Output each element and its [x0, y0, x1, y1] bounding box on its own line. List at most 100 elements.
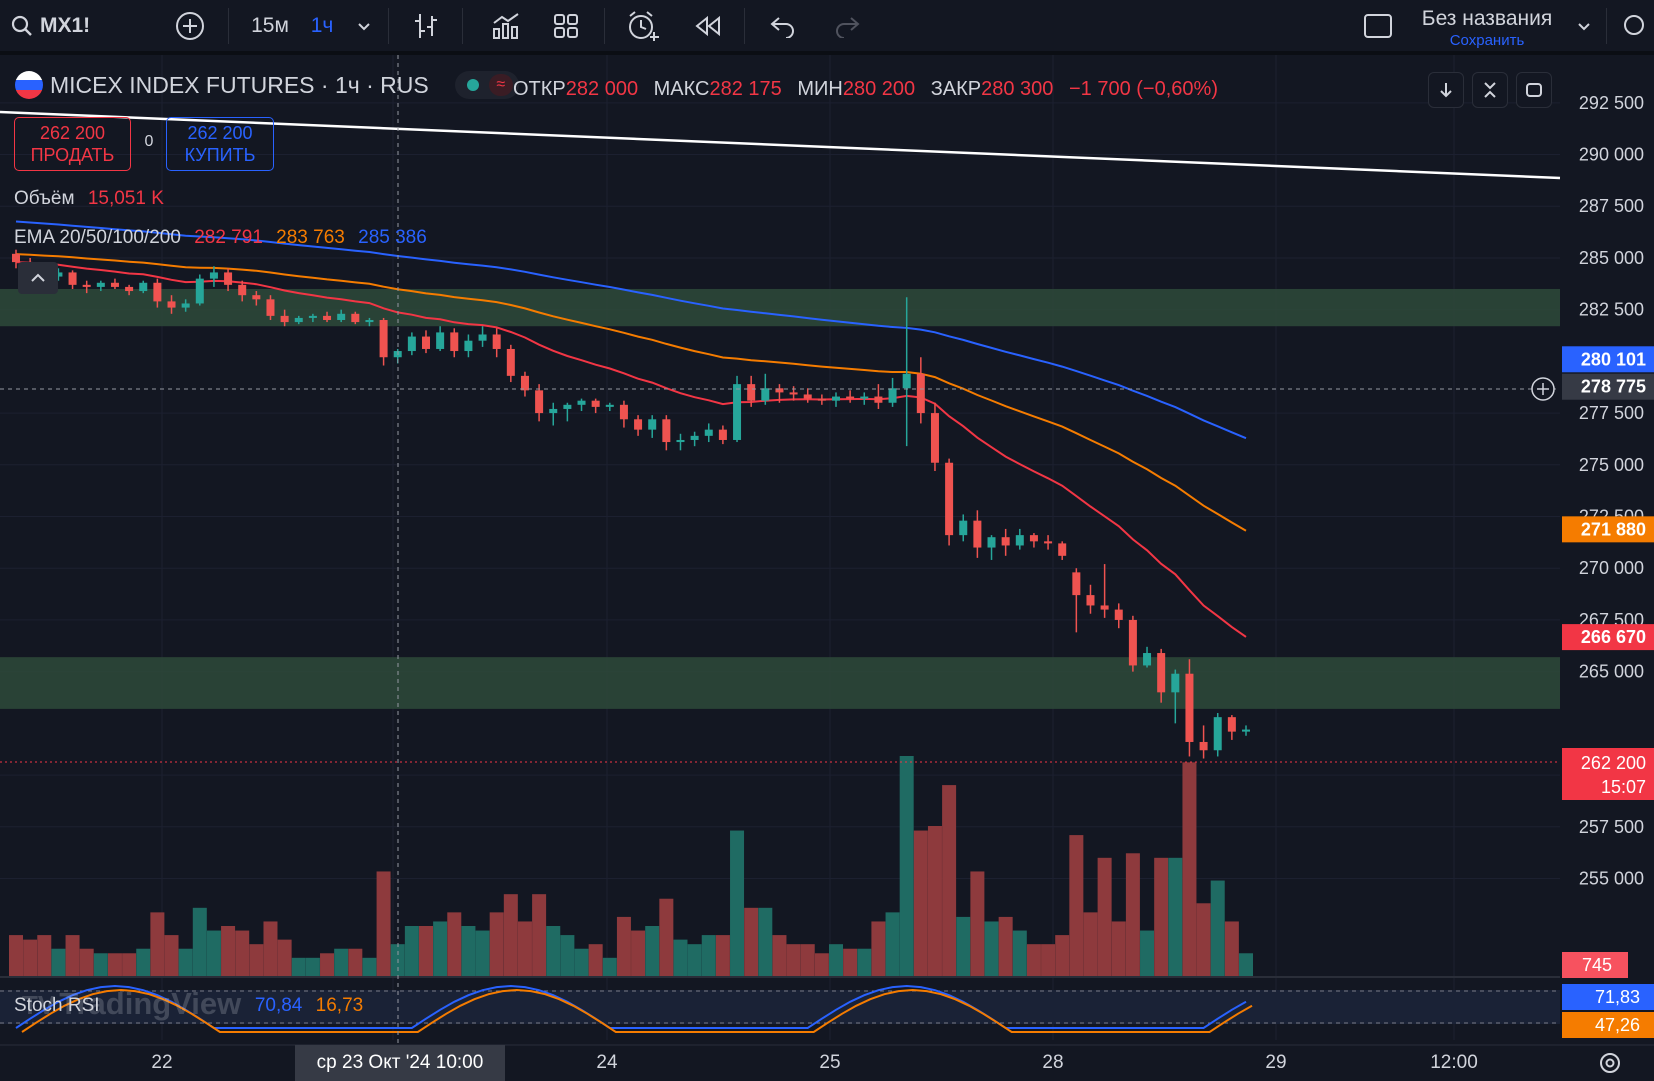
- candle-body: [846, 396, 855, 399]
- ema-label: EMA 20/50/100/200: [14, 227, 181, 248]
- buy-button[interactable]: 262 200 КУПИТЬ: [166, 117, 274, 171]
- alert-button[interactable]: [624, 0, 662, 52]
- layout-dropdown[interactable]: [1572, 0, 1596, 52]
- stoch-rsi-legend[interactable]: Stoch RSI 70,84 16,73: [14, 995, 363, 1017]
- price-badge: [1562, 624, 1654, 651]
- price-tick-label: 285 000: [1579, 248, 1644, 268]
- candle-body: [832, 396, 840, 401]
- close-value: 280 300: [981, 78, 1054, 100]
- candle-body: [351, 313, 360, 323]
- ema20-line: [15, 261, 1247, 638]
- layout-icon-button[interactable]: [1360, 0, 1396, 52]
- undo-button[interactable]: [766, 0, 800, 52]
- templates-button[interactable]: [548, 0, 584, 52]
- sell-button[interactable]: 262 200 ПРОДАТЬ: [14, 117, 131, 171]
- volume-bar: [23, 939, 38, 976]
- candle: [549, 402, 558, 426]
- candle-body: [1227, 717, 1236, 732]
- candle-body: [12, 253, 20, 263]
- candle-body: [54, 272, 63, 277]
- candle: [506, 344, 515, 383]
- price-badge: [1562, 373, 1654, 400]
- volume-bar: [772, 935, 787, 976]
- candle: [365, 317, 374, 327]
- candle-body: [238, 284, 247, 296]
- volume-bar: [51, 948, 66, 976]
- compare-button[interactable]: [172, 0, 208, 52]
- candle-body: [888, 388, 897, 403]
- time-tick-label: 12:00: [1430, 1052, 1478, 1073]
- volume-bar: [814, 953, 829, 976]
- volume-legend[interactable]: Объём 15,051 K: [14, 188, 164, 210]
- search-icon: [11, 15, 32, 36]
- interval-dropdown[interactable]: [350, 0, 378, 52]
- stoch-d-value: 16,73: [315, 995, 364, 1016]
- volume-bar: [475, 930, 490, 976]
- indicators-button[interactable]: [488, 0, 524, 52]
- volume-bar: [503, 894, 518, 976]
- volume-bar: [291, 957, 306, 976]
- candle-body: [365, 320, 374, 323]
- collapse-legend-button[interactable]: [18, 262, 58, 294]
- candle: [945, 458, 954, 546]
- market-status-pill[interactable]: ≈: [454, 71, 519, 99]
- volume-bar: [348, 948, 363, 976]
- candle-body: [110, 282, 119, 287]
- candle: [492, 328, 501, 358]
- crosshair-add-icon: [1531, 377, 1555, 401]
- candle: [535, 384, 544, 422]
- candle-body: [1072, 572, 1081, 596]
- rewind-icon: [695, 15, 720, 37]
- candle-body: [280, 315, 289, 323]
- time-tick-label: 29: [1265, 1052, 1286, 1073]
- buy-label: КУПИТЬ: [184, 145, 256, 165]
- volume-bar: [645, 926, 660, 976]
- candle-body: [549, 408, 558, 414]
- candle: [1100, 564, 1109, 618]
- toolbar-divider: [462, 8, 463, 44]
- ema-legend[interactable]: EMA 20/50/100/200 282 791 283 763 285 38…: [14, 227, 427, 249]
- volume-bar: [602, 957, 617, 976]
- ema-lines: [15, 220, 1247, 638]
- candle-body: [407, 336, 416, 352]
- volume-bar: [376, 871, 391, 976]
- search-icon: [1624, 15, 1644, 35]
- interval-1h-button[interactable]: 1ч: [310, 14, 334, 37]
- volume-bars: [9, 756, 1253, 976]
- candle: [238, 280, 247, 302]
- tradingview-logo-icon: TV: [22, 990, 56, 1020]
- candle-body: [662, 419, 671, 443]
- move-pane-down-button[interactable]: [1428, 72, 1464, 108]
- chart-overlay: [0, 55, 1561, 1045]
- candle-body: [959, 520, 968, 536]
- candle-body: [224, 272, 233, 285]
- candle: [1001, 528, 1010, 556]
- symbol-search[interactable]: MX1!: [10, 0, 130, 52]
- redo-button[interactable]: [830, 0, 864, 52]
- candle: [747, 375, 756, 407]
- candle-body: [1114, 609, 1123, 620]
- price-chart[interactable]: 292 500 290 000 287 500 285 000 282 500 277 5…: [0, 55, 1654, 1081]
- chart-type-button[interactable]: [408, 0, 444, 52]
- layout-name-block[interactable]: Без названия Сохранить: [1412, 6, 1562, 50]
- ema50-line: [15, 253, 1247, 532]
- candle: [110, 278, 119, 289]
- collapse-pane-button[interactable]: [1472, 72, 1508, 108]
- candle: [407, 332, 416, 356]
- symbol-legend: MICEX INDEX FUTURES · 1ч · RUS ≈: [14, 70, 519, 100]
- replay-button[interactable]: [690, 0, 726, 52]
- candle-body: [987, 537, 996, 548]
- chart-area[interactable]: 292 500 290 000 287 500 285 000 282 500 277 5…: [0, 55, 1654, 1081]
- settings-gear-icon[interactable]: [1600, 1053, 1620, 1073]
- symbol-title[interactable]: MICEX INDEX FUTURES · 1ч · RUS: [50, 71, 429, 98]
- candle: [450, 328, 459, 358]
- volume-bar: [164, 935, 179, 976]
- candle: [12, 249, 20, 269]
- interval-15m-button[interactable]: 15м: [251, 14, 289, 37]
- watermark-text: TradingView: [59, 986, 242, 1021]
- toolbar-divider: [228, 8, 229, 44]
- quick-search-button[interactable]: [1616, 0, 1654, 52]
- ema50-value: 283 763: [276, 227, 345, 248]
- candle: [96, 280, 105, 292]
- maximize-pane-button[interactable]: [1516, 72, 1552, 108]
